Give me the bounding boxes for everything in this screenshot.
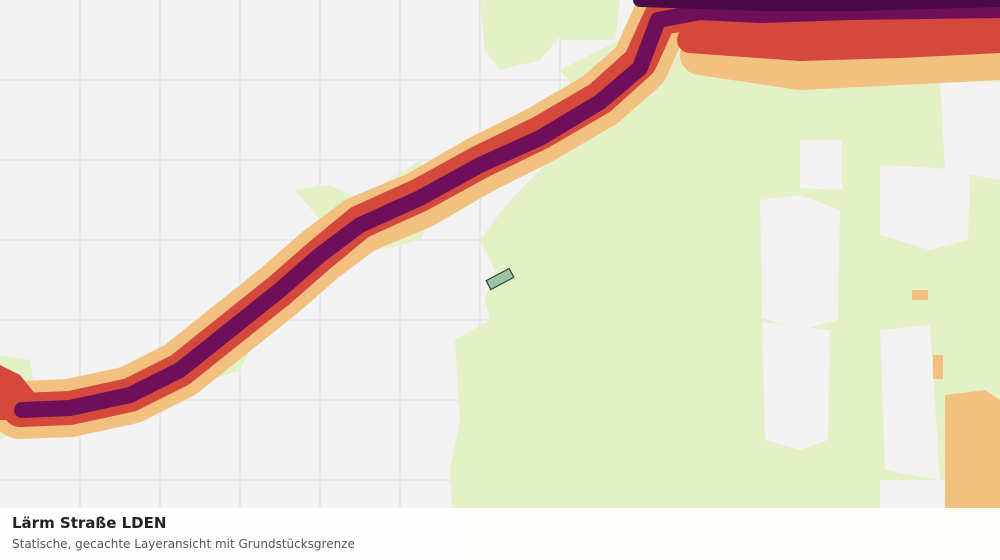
patch <box>880 480 945 510</box>
layer-subtitle: Statische, gecachte Layeransicht mit Gru… <box>12 537 355 551</box>
noise-orange-patch <box>945 390 1000 510</box>
caption: Lärm Straße LDEN Statische, gecachte Lay… <box>0 508 1000 560</box>
green-zone <box>450 35 1000 560</box>
open-patches <box>760 80 1000 510</box>
green-zone <box>540 0 620 40</box>
patch <box>880 165 970 250</box>
green-zone <box>480 0 565 70</box>
layer-title: Lärm Straße LDEN <box>12 514 167 532</box>
patch <box>800 140 842 190</box>
noise-band-55 <box>680 35 1000 90</box>
noise-orange-patch <box>933 355 943 379</box>
noise-band-75 <box>14 2 1000 418</box>
parcel-boundary[interactable] <box>485 267 515 291</box>
patch <box>880 325 940 480</box>
patch <box>762 322 830 450</box>
noise-band-65 <box>677 27 1000 61</box>
noise-band-80 <box>633 0 1000 11</box>
noise-orange-patch <box>912 290 928 300</box>
patch <box>940 80 1000 180</box>
road-noise <box>0 0 1000 439</box>
patch <box>760 195 840 330</box>
